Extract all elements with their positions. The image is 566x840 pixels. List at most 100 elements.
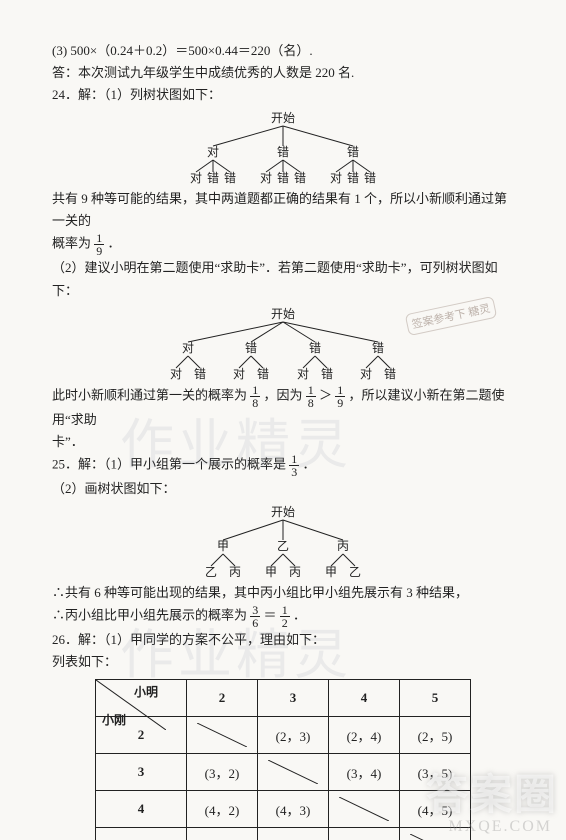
page-content: (3) 500×（0.24＋0.2）＝500×0.44＝220（名）. 答：本次… [0,0,566,840]
p3b: ∴丙小组比甲小组先展示的概率为 36 ＝ 12 ． [52,604,514,629]
svg-text:开始: 开始 [271,111,295,125]
svg-text:小刚: 小刚 [102,712,126,727]
frac-one-eighth-2: 18 [306,384,316,409]
svg-text:对: 对 [360,367,372,380]
p3b-pre: ∴丙小组比甲小组先展示的概率为 [52,608,247,623]
cell [187,717,258,754]
svg-text:乙: 乙 [349,565,361,578]
svg-text:小明: 小明 [134,684,158,699]
svg-text:乙: 乙 [277,539,289,553]
frac-one-third: 13 [289,453,299,478]
svg-text:乙: 乙 [205,565,217,578]
svg-text:错: 错 [309,341,321,355]
frac-three-sixth: 36 [250,604,260,629]
q24-1: 24．解：（1）列树状图如下： [52,84,514,106]
q25-2: （2）画树状图如下： [52,478,514,500]
p3b-mid: ＝ [264,608,277,623]
p3a: ∴共有 6 种等可能出现的结果，其中丙小组比甲小组先展示有 3 种结果， [52,582,514,604]
svg-text:对: 对 [190,171,202,184]
frac-one-eighth-1: 18 [250,384,260,409]
svg-text:对: 对 [182,341,194,355]
cell: (5，3) [258,828,329,840]
corner-watermark: 答案圈 [426,761,558,822]
svg-text:甲: 甲 [265,565,277,578]
q25a-post: ． [303,456,316,471]
cell: (2，4) [329,717,400,754]
svg-text:错: 错 [245,341,257,355]
cell: (4，3) [258,791,329,828]
table-row: 4 (4，2) (4，3) (4，5) [96,791,471,828]
svg-text:甲: 甲 [217,539,229,553]
url-watermark: MXQE.COM [448,818,552,836]
col-header: 2 [187,680,258,717]
frac-one-ninth-2: 19 [335,384,345,409]
svg-text:对: 对 [170,367,182,380]
svg-text:错: 错 [277,171,289,184]
cell [329,791,400,828]
svg-text:错: 错 [277,145,289,159]
cell: (4，2) [187,791,258,828]
row-header: 5 [96,828,187,840]
p3b-post: ． [293,608,306,623]
table-row: 3 (3，2) (3，4) (3，5) [96,754,471,791]
svg-text:错: 错 [224,171,236,184]
svg-text:对: 对 [330,171,342,184]
svg-text:对: 对 [233,367,245,380]
svg-text:丙: 丙 [289,565,301,578]
svg-text:错: 错 [347,145,359,159]
q24-2: （2）建议小明在第二题使用“求助卡”．若第二题使用“求助卡”，可列树状图如下： [52,257,514,301]
col-header: 4 [329,680,400,717]
tree-diagram-2: 开始 对 错 错 错 对 错 对 错 对 错 对 错 [143,306,423,380]
svg-text:开始: 开始 [271,307,295,321]
svg-text:错: 错 [347,171,359,184]
p1a: 共有 9 种等可能的结果，其中两道题都正确的结果有 1 个，所以小新顺利通过第一… [52,188,514,232]
table-header-row: 小明 小刚 2 3 4 5 [96,680,471,717]
cell: (2，3) [258,717,329,754]
tree-diagram-1: 开始 对 错 错 对 错 错 对 错 错 对 错 错 [168,110,398,184]
diagonal-header: 小明 小刚 [96,680,187,717]
svg-text:错: 错 [257,367,269,380]
svg-text:对: 对 [207,145,219,159]
answer-line: 答：本次测试九年级学生中成绩优秀的人数是 220 名. [52,62,514,84]
q26-1: 26．解：（1）甲同学的方案不公平，理由如下： [52,629,514,651]
cell: (5，2) [187,828,258,840]
svg-text:丙: 丙 [229,565,241,578]
svg-text:错: 错 [372,341,384,355]
p1b: 概率为 19 ． [52,232,514,257]
p2a: 此时小新顺利通过第一关的概率为 18 ，因为 18 ＞ 19 ，所以建议小新在第… [52,384,514,431]
tree-diagram-3: 开始 甲 乙 丙 乙 丙 甲 丙 甲 乙 [183,504,383,578]
row-header: 4 [96,791,187,828]
svg-text:错: 错 [194,367,206,380]
row-header: 3 [96,754,187,791]
svg-text:甲: 甲 [325,565,337,578]
calc-line: (3) 500×（0.24＋0.2）＝500×0.44＝220（名）. [52,40,514,62]
svg-text:错: 错 [207,171,219,184]
p2b: 卡”． [52,431,514,453]
svg-text:开始: 开始 [271,505,295,519]
table-caption: 列表如下： [52,651,514,673]
svg-text:错: 错 [321,367,333,380]
svg-text:对: 对 [260,171,272,184]
p2a-mid2: ＞ [319,387,332,402]
p2a-mid1: ，因为 [264,387,303,402]
table-row: 5 (5，2) (5，3) (5，4) [96,828,471,840]
q25a-pre: 25．解：（1）甲小组第一个展示的概率是 [52,456,286,471]
cell [258,754,329,791]
q25-1: 25．解：（1）甲小组第一个展示的概率是 13 ． [52,453,514,478]
cell: (3，2) [187,754,258,791]
svg-text:错: 错 [384,367,396,380]
frac-one-half: 12 [280,604,290,629]
svg-text:丙: 丙 [337,539,349,553]
cell: (3，4) [329,754,400,791]
svg-text:对: 对 [297,367,309,380]
svg-text:错: 错 [294,171,306,184]
svg-text:错: 错 [364,171,376,184]
p1b-pre: 概率为 [52,236,91,251]
col-header: 5 [400,680,471,717]
cell: (2，5) [400,717,471,754]
p1b-post: ． [108,236,121,251]
p2a-pre: 此时小新顺利通过第一关的概率为 [52,387,247,402]
cell: (5，4) [329,828,400,840]
col-header: 3 [258,680,329,717]
frac-one-ninth: 19 [94,232,104,257]
